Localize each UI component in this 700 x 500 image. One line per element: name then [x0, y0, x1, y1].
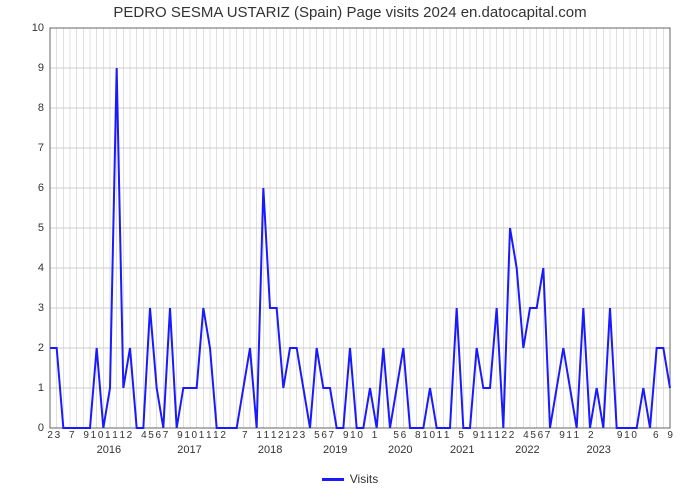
x-minor-tick: 9	[667, 430, 672, 441]
x-minor-tick: 1	[444, 430, 449, 441]
x-minor-tick: 4	[523, 430, 528, 441]
x-minor-tick: 9	[83, 430, 88, 441]
y-tick: 2	[38, 342, 44, 354]
x-minor-tick: 1	[285, 430, 290, 441]
x-minor-tick: 1	[487, 430, 492, 441]
y-tick: 4	[38, 262, 44, 274]
y-tick: 1	[38, 382, 44, 394]
x-minor-tick: 1	[624, 430, 629, 441]
x-minor-tick: 1	[566, 430, 571, 441]
x-minor-tick: 2	[292, 430, 297, 441]
x-minor-tick: 1	[119, 430, 124, 441]
x-minor-tick: 0	[357, 430, 362, 441]
x-axis: 2379101112456791011127111212356791015681…	[50, 430, 670, 470]
x-minor-tick: 6	[321, 430, 326, 441]
x-minor-tick: 1	[256, 430, 261, 441]
x-minor-tick: 5	[530, 430, 535, 441]
x-minor-tick: 1	[372, 430, 377, 441]
x-minor-tick: 7	[69, 430, 74, 441]
x-minor-tick: 0	[98, 430, 103, 441]
x-minor-tick: 1	[350, 430, 355, 441]
x-minor-tick: 9	[617, 430, 622, 441]
y-tick: 7	[38, 142, 44, 154]
x-minor-tick: 1	[271, 430, 276, 441]
x-minor-tick: 6	[155, 430, 160, 441]
x-minor-tick: 1	[206, 430, 211, 441]
x-minor-tick: 2	[127, 430, 132, 441]
x-minor-tick: 9	[343, 430, 348, 441]
x-minor-tick: 7	[329, 430, 334, 441]
x-minor-tick: 1	[494, 430, 499, 441]
y-tick: 9	[38, 62, 44, 74]
x-minor-tick: 5	[148, 430, 153, 441]
x-minor-tick: 3	[55, 430, 60, 441]
x-minor-tick: 3	[300, 430, 305, 441]
legend: Visits	[0, 472, 700, 486]
chart-title: PEDRO SESMA USTARIZ (Spain) Page visits …	[0, 4, 700, 21]
y-tick: 0	[38, 422, 44, 434]
x-minor-tick: 2	[509, 430, 514, 441]
x-minor-tick: 9	[473, 430, 478, 441]
x-minor-tick: 1	[184, 430, 189, 441]
legend-swatch	[322, 478, 344, 481]
plot-area	[50, 28, 670, 428]
x-minor-tick: 1	[437, 430, 442, 441]
x-minor-tick: 1	[574, 430, 579, 441]
x-minor-tick: 2	[47, 430, 52, 441]
x-minor-tick: 1	[213, 430, 218, 441]
x-year-label: 2017	[177, 444, 201, 456]
x-minor-tick: 0	[631, 430, 636, 441]
x-minor-tick: 1	[105, 430, 110, 441]
x-year-label: 2018	[258, 444, 282, 456]
x-minor-tick: 5	[314, 430, 319, 441]
x-minor-tick: 6	[401, 430, 406, 441]
x-year-label: 2021	[450, 444, 474, 456]
legend-label: Visits	[350, 472, 378, 486]
x-minor-tick: 9	[559, 430, 564, 441]
x-year-label: 2016	[97, 444, 121, 456]
x-minor-tick: 2	[278, 430, 283, 441]
y-tick: 6	[38, 182, 44, 194]
x-minor-tick: 5	[393, 430, 398, 441]
x-minor-tick: 1	[480, 430, 485, 441]
x-minor-tick: 7	[163, 430, 168, 441]
x-minor-tick: 1	[199, 430, 204, 441]
x-minor-tick: 6	[538, 430, 543, 441]
x-minor-tick: 1	[422, 430, 427, 441]
x-minor-tick: 0	[192, 430, 197, 441]
x-minor-tick: 1	[91, 430, 96, 441]
y-tick: 5	[38, 222, 44, 234]
x-minor-tick: 0	[429, 430, 434, 441]
x-year-label: 2023	[586, 444, 610, 456]
x-minor-tick: 1	[264, 430, 269, 441]
x-minor-tick: 5	[458, 430, 463, 441]
y-tick: 3	[38, 302, 44, 314]
x-year-label: 2022	[515, 444, 539, 456]
x-year-label: 2020	[388, 444, 412, 456]
y-tick: 8	[38, 102, 44, 114]
y-tick: 10	[32, 22, 44, 34]
x-minor-tick: 2	[502, 430, 507, 441]
y-axis: 012345678910	[0, 28, 48, 428]
x-minor-tick: 1	[112, 430, 117, 441]
x-minor-tick: 2	[588, 430, 593, 441]
x-minor-tick: 4	[141, 430, 146, 441]
x-minor-tick: 7	[545, 430, 550, 441]
x-minor-tick: 2	[220, 430, 225, 441]
x-minor-tick: 6	[653, 430, 658, 441]
x-minor-tick: 9	[177, 430, 182, 441]
x-minor-tick: 8	[415, 430, 420, 441]
x-year-label: 2019	[323, 444, 347, 456]
x-minor-tick: 7	[242, 430, 247, 441]
